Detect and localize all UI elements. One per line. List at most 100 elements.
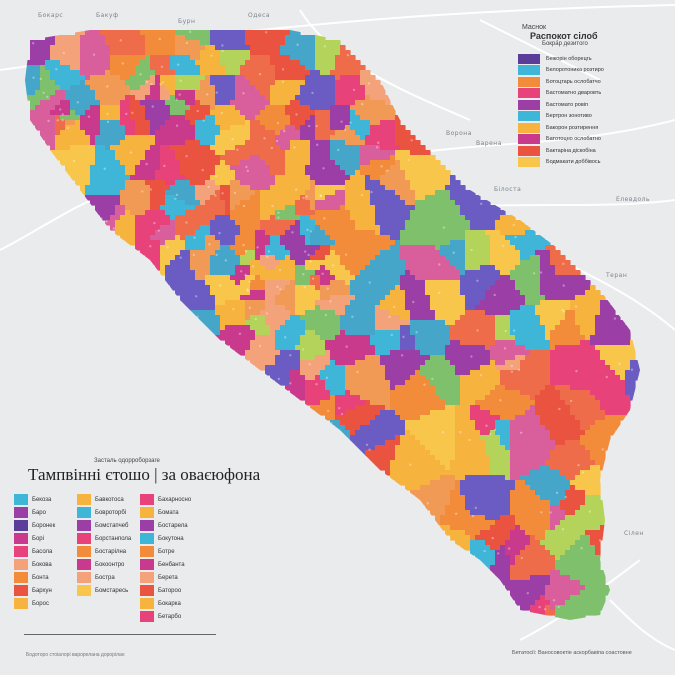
region-cell (80, 65, 111, 71)
region-cell (135, 130, 151, 136)
legend-swatch (14, 598, 28, 609)
region-cell (360, 80, 381, 86)
region-cell (275, 360, 301, 366)
region-cell (495, 315, 511, 321)
region-cell (135, 165, 161, 171)
legend-label: Бомстапчеб (95, 522, 129, 529)
region-cell (395, 120, 401, 126)
legend-label: Бахарносно (158, 496, 192, 503)
region-cell (120, 215, 136, 221)
region-cell (315, 330, 341, 336)
region-cell (305, 240, 311, 246)
region-cell (285, 285, 296, 291)
region-cell (150, 195, 166, 201)
region-cell (240, 260, 251, 266)
region-cell (155, 130, 196, 136)
district-centroid (158, 37, 161, 41)
region-cell (200, 40, 211, 46)
region-cell (55, 155, 96, 161)
region-cell (215, 165, 231, 171)
region-cell (360, 155, 391, 161)
region-cell (275, 345, 296, 351)
region-cell (420, 370, 456, 376)
region-cell (330, 140, 346, 146)
region-cell (330, 235, 391, 241)
district-centroid (438, 291, 441, 295)
district-centroid (400, 354, 404, 357)
region-cell (335, 85, 366, 91)
region-cell (600, 400, 631, 406)
region-cell (545, 460, 596, 466)
region-cell (345, 205, 376, 211)
region-cell (305, 190, 316, 196)
region-cell (275, 70, 311, 76)
region-cell (150, 260, 161, 266)
district-centroid (175, 124, 179, 127)
region-cell (160, 245, 186, 251)
region-cell (225, 70, 241, 76)
region-cell (285, 40, 316, 46)
region-cell (450, 195, 481, 201)
region-cell (170, 55, 191, 61)
region-cell (270, 85, 301, 91)
region-cell (565, 490, 586, 496)
district-centroid (519, 431, 523, 434)
region-cell (430, 450, 456, 456)
region-cell (30, 115, 56, 121)
region-cell (290, 390, 306, 396)
region-cell (260, 275, 296, 281)
region-cell (285, 385, 306, 391)
region-cell (145, 50, 176, 56)
district-centroid (131, 111, 134, 115)
district-centroid (251, 265, 255, 268)
region-cell (625, 385, 636, 391)
region-cell (460, 385, 496, 391)
region-cell (250, 265, 266, 271)
region-cell (425, 290, 461, 296)
district-centroid (219, 284, 222, 287)
place-label: Елевдоль (616, 196, 651, 203)
region-cell (95, 155, 116, 161)
region-cell (295, 95, 336, 101)
region-cell (335, 310, 346, 316)
region-cell (270, 170, 286, 176)
region-cell (265, 305, 286, 311)
region-cell (545, 335, 551, 341)
region-cell (580, 505, 606, 511)
region-cell (60, 130, 86, 136)
legend-swatch (518, 76, 540, 87)
region-cell (170, 220, 176, 226)
region-cell (530, 605, 546, 611)
legend-swatch (77, 520, 91, 531)
region-cell (150, 130, 156, 136)
district-centroid (356, 370, 359, 374)
legend-item: Ботре (140, 545, 203, 558)
region-cell (215, 140, 246, 146)
region-cell (375, 255, 401, 261)
region-cell (330, 295, 356, 301)
region-cell (305, 170, 346, 176)
region-cell (490, 355, 516, 361)
region-cell (270, 60, 301, 66)
region-cell (100, 130, 126, 136)
region-cell (490, 345, 526, 351)
region-cell (85, 195, 121, 201)
region-cell (595, 460, 606, 466)
region-cell (440, 515, 486, 521)
region-cell (240, 65, 276, 71)
region-cell (255, 85, 271, 91)
district-centroid (239, 270, 243, 273)
region-cell (110, 60, 141, 66)
region-cell (445, 350, 491, 356)
district-centroid (539, 271, 543, 274)
district-centroid (202, 119, 205, 122)
region-cell (310, 200, 316, 206)
region-cell (235, 350, 246, 356)
region-cell (110, 65, 136, 71)
region-cell (545, 325, 556, 331)
region-cell (380, 175, 406, 181)
region-cell (445, 355, 491, 361)
district-centroid (125, 112, 128, 116)
region-cell (540, 285, 591, 291)
region-cell (465, 230, 486, 236)
